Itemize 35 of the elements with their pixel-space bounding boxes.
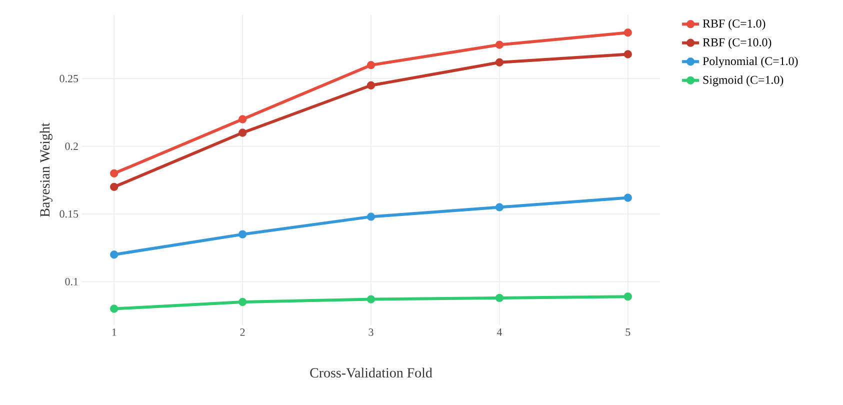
point [366,61,376,70]
x-tick-label: 5 [626,328,630,336]
point [624,50,632,58]
x-tick-label: 2 [240,328,245,336]
point [366,81,376,90]
point [624,292,632,301]
point [238,230,247,238]
point [238,128,247,137]
point [495,203,504,212]
point [624,28,632,37]
x-axis-title: Cross-Validation Fold [310,368,432,378]
point [238,115,247,124]
legend-label: Polynomial (C=1.0) [702,56,798,68]
y-axis-title: Bayesian Weight [40,122,52,217]
point [624,194,632,202]
x-tick-label: 3 [368,328,374,336]
point [495,40,504,49]
y-tick-label: 0.1 [65,278,78,286]
point [110,182,118,192]
point [238,298,247,306]
y-tick-label: 0.2 [65,142,78,150]
point [366,295,376,304]
point [495,294,504,302]
point [110,304,118,313]
x-tick-label: 4 [496,328,502,336]
y-tick-label: 0.25 [60,74,78,82]
legend-label: RBF (C=1.0) [702,19,766,30]
point [110,169,118,178]
point [495,58,504,66]
x-tick-label: 1 [112,328,116,336]
legend-label: Sigmoid (C=1.0) [703,76,784,86]
point [366,212,376,221]
legend-label: RBF (C=10.0) [702,38,772,49]
y-tick-label: 0.15 [60,210,78,218]
point [110,250,118,259]
